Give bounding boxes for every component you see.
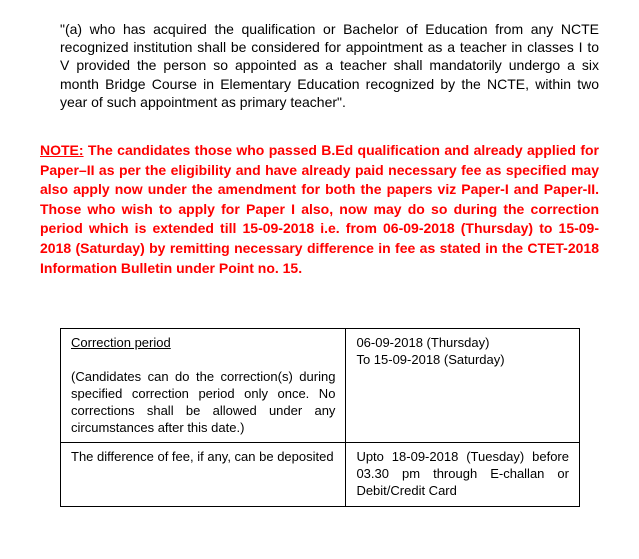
fee-deadline-cell: Upto 18-09-2018 (Tuesday) before 03.30 p…: [346, 443, 580, 507]
correction-period-heading: Correction period: [71, 335, 171, 350]
correction-period-body: (Candidates can do the correction(s) dur…: [71, 369, 335, 435]
note-text: The candidates those who passed B.Ed qua…: [40, 142, 599, 276]
correction-period-cell: Correction period (Candidates can do the…: [61, 329, 346, 443]
note-block: NOTE: The candidates those who passed B.…: [40, 141, 599, 278]
table-row: Correction period (Candidates can do the…: [61, 329, 580, 443]
fee-difference-cell: The difference of fee, if any, can be de…: [61, 443, 346, 507]
correction-dates-cell: 06-09-2018 (Thursday)To 15-09-2018 (Satu…: [346, 329, 580, 443]
clause-a-text: "(a) who has acquired the qualification …: [40, 20, 599, 111]
correction-table: Correction period (Candidates can do the…: [60, 328, 580, 507]
table-row: The difference of fee, if any, can be de…: [61, 443, 580, 507]
note-label: NOTE:: [40, 142, 84, 158]
